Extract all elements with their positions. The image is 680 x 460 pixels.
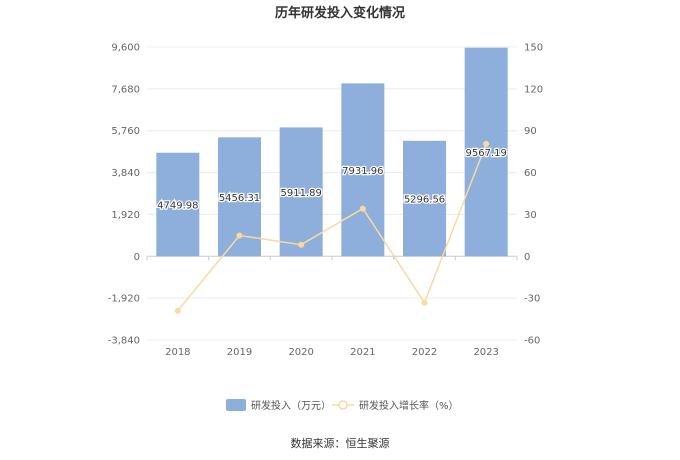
left-tick-label: 5,760 [111,126,140,137]
growth-point [236,232,243,239]
legend-bar-label: 研发投入（万元） [251,399,331,412]
bar-series [156,47,508,257]
x-tick-label: 2020 [288,347,313,358]
right-tick-label: 0 [524,252,530,263]
growth-point [174,307,181,314]
legend-line-marker [338,400,348,410]
left-tick-label: 9,600 [111,43,140,54]
right-tick-label: 120 [524,84,543,95]
bar-value-label: 5296.56 [404,195,445,206]
bar [156,152,200,257]
x-tick-label: 2018 [165,347,190,358]
bar [464,47,508,257]
chart-title: 历年研发投入变化情况 [275,5,405,21]
source-text: 数据来源：恒生聚源 [291,436,390,450]
x-tick-label: 2023 [473,347,498,358]
bar-value-label: 5911.89 [280,188,321,199]
legend-item-line[interactable]: 研发投入增长率（%） [332,399,459,412]
grid-lines [147,46,517,341]
legend: 研发投入（万元） 研发投入增长率（%） [226,399,459,412]
right-axis-ticks: -60 -30 0 30 60 90 120 150 [524,43,543,347]
bar-value-label: 5456.31 [219,193,260,204]
left-tick-label: 7,680 [111,84,140,95]
left-tick-label: 3,840 [111,168,140,179]
left-tick-label: -3,840 [108,336,140,347]
left-tick-label: 0 [134,252,140,263]
growth-point [483,140,490,147]
left-axis-ticks: -3,840 -1,920 0 1,920 3,840 5,760 7,680 9,600 [108,43,140,347]
x-axis-ticks: 2018 2019 2020 2021 2022 2023 [146,256,518,358]
bar-value-label: 4749.98 [157,201,198,212]
line-series [174,140,490,314]
growth-point [298,241,305,248]
right-tick-label: 150 [524,43,543,54]
growth-point [359,205,366,212]
right-tick-label: 60 [524,168,537,179]
right-tick-label: 90 [524,126,537,137]
legend-bar-swatch [226,399,246,411]
legend-line-label: 研发投入增长率（%） [359,399,459,412]
right-tick-label: -30 [524,294,540,305]
bar-value-label: 7931.96 [342,166,383,177]
bar-value-label: 9567.19 [465,148,506,159]
x-tick-label: 2022 [412,347,437,358]
left-tick-label: 1,920 [111,210,140,221]
growth-point [421,299,428,306]
bar [341,83,385,257]
legend-item-bar[interactable]: 研发投入（万元） [226,399,331,412]
x-tick-label: 2019 [227,347,252,358]
bar [403,140,446,257]
left-tick-label: -1,920 [108,294,140,305]
x-tick-label: 2021 [350,347,375,358]
bar [279,127,323,257]
bar-data-labels: 4749.98 5456.31 5911.89 7931.96 5296.56 9567.… [156,147,508,213]
right-tick-label: -60 [524,336,540,347]
growth-line [177,143,487,312]
right-tick-label: 30 [524,210,537,221]
